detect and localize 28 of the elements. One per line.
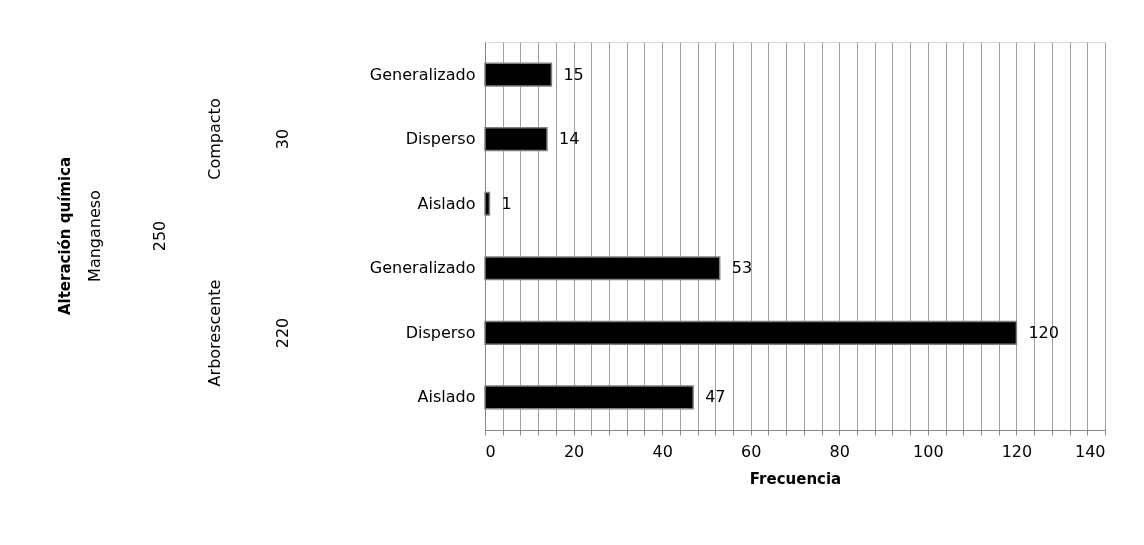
y-tick-label: Generalizado [369,258,476,278]
data-label: 53 [731,258,753,278]
data-label: 1 [501,193,512,213]
x-tick-label: 140 [1074,441,1106,461]
y-tick-label: Disperso [405,129,476,149]
data-label: 14 [559,129,580,149]
text: 220 [273,317,292,349]
text: Manganeso [85,190,104,282]
text: Alteración química [56,156,74,316]
y-tick-label: Generalizado [369,64,476,84]
x-axis-title: Frecuencia [749,469,842,488]
data-label: 120 [1028,322,1059,342]
x-tick-label: 40 [652,441,673,461]
data-label: 15 [563,64,584,84]
x-tick-label: 80 [829,441,850,461]
y-tick-label: Aislado [417,193,476,213]
data-label: 47 [705,387,726,407]
text: 250 [150,220,169,252]
text: 30 [273,128,292,150]
x-tick-label: 100 [913,441,944,461]
x-tick-label: 120 [1001,441,1033,461]
y-tick-label: Disperso [405,322,476,342]
text: Compacto [205,98,224,180]
text: Arborescente [205,279,224,387]
x-tick-label: 0 [485,441,496,461]
x-tick-label: 20 [563,441,585,461]
x-tick-label: 60 [741,441,762,461]
y-tick-label: Aislado [417,387,476,407]
